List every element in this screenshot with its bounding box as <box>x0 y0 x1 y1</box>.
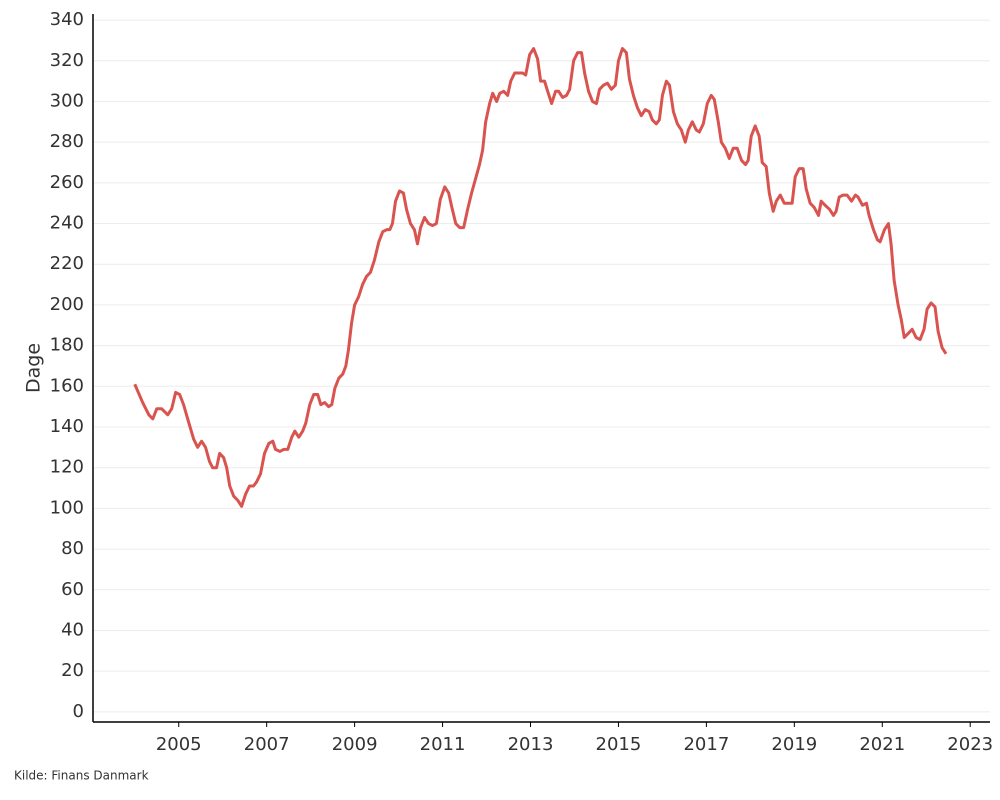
data-line <box>133 47 948 508</box>
y-tick-label: 300 <box>50 90 84 111</box>
y-tick-label: 160 <box>50 375 84 396</box>
x-tick-label: 2021 <box>859 734 905 755</box>
y-tick-label: 180 <box>50 335 84 356</box>
y-tick-label: 0 <box>73 701 84 722</box>
x-tick-label: 2005 <box>156 734 202 755</box>
y-tick-label: 340 <box>50 9 84 30</box>
y-tick-label: 80 <box>61 538 84 559</box>
y-tick-label: 260 <box>50 172 84 193</box>
y-tick-label: 120 <box>50 457 84 478</box>
y-tick-label: 320 <box>50 50 84 71</box>
y-axis-label: Dage <box>23 343 45 393</box>
y-tick-label: 280 <box>50 131 84 152</box>
y-tick-label: 60 <box>61 579 84 600</box>
y-tick-label: 40 <box>61 619 84 640</box>
y-tick-label: 220 <box>50 253 84 274</box>
grid <box>93 19 990 713</box>
y-tick-label: 240 <box>50 213 84 234</box>
x-tick-label: 2017 <box>683 734 729 755</box>
y-tick-label: 200 <box>50 294 84 315</box>
x-tick-label: 2013 <box>508 734 554 755</box>
x-tick-label: 2007 <box>244 734 290 755</box>
x-tick-label: 2019 <box>771 734 817 755</box>
y-tick-label: 140 <box>50 416 84 437</box>
x-tick-label: 2015 <box>596 734 642 755</box>
x-tick-label: 2009 <box>332 734 378 755</box>
y-tick-label: 100 <box>50 497 84 518</box>
source-note: Kilde: Finans Danmark <box>14 769 149 783</box>
x-tick-label: 2011 <box>420 734 466 755</box>
plot <box>133 47 948 508</box>
y-tick-label: 20 <box>61 660 84 681</box>
x-tick-label: 2023 <box>947 734 993 755</box>
